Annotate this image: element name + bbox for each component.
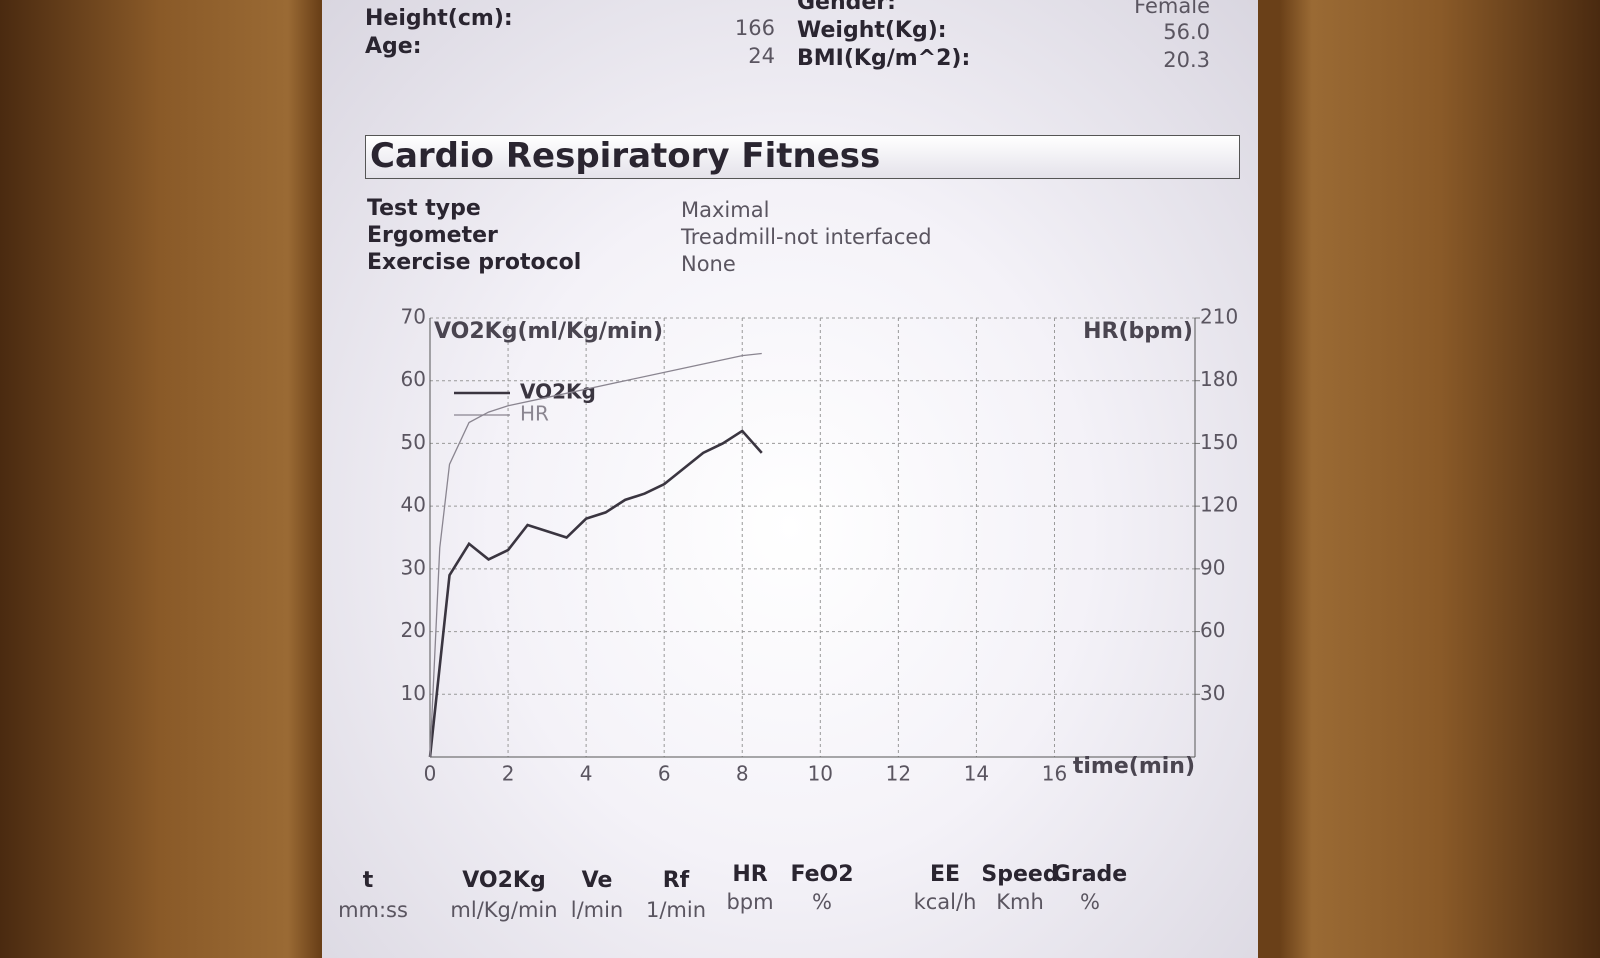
y-tick-label: 40 xyxy=(401,493,426,517)
field-value: 56.0 xyxy=(1163,20,1210,44)
column-name: t xyxy=(362,868,374,893)
y2-tick-label: 150 xyxy=(1200,430,1238,454)
column-name: EE xyxy=(929,862,961,887)
info-label: Ergometer xyxy=(367,223,498,248)
legend-label: VO2Kg xyxy=(520,380,596,404)
info-value: None xyxy=(681,252,736,276)
field-value: 20.3 xyxy=(1163,48,1210,72)
x-tick-label: 10 xyxy=(808,762,833,786)
x-tick-label: 2 xyxy=(502,762,515,786)
x-tick-label: 16 xyxy=(1042,762,1067,786)
y-tick-label: 20 xyxy=(401,618,426,642)
info-label: Exercise protocol xyxy=(367,250,582,275)
column-name: Grade xyxy=(1052,862,1128,887)
y-tick-label: 60 xyxy=(401,367,426,391)
field-label: Gender: xyxy=(797,0,896,15)
x-tick-label: 8 xyxy=(736,762,749,786)
field-value: Female xyxy=(1134,0,1210,18)
column-unit: 1/min xyxy=(645,898,707,922)
y2-tick-label: 30 xyxy=(1200,681,1225,705)
column-unit: % xyxy=(812,890,832,914)
info-value: Maximal xyxy=(681,198,770,222)
y2-tick-label: 60 xyxy=(1200,618,1225,642)
field-label: Age: xyxy=(365,34,422,59)
column-unit: kcal/h xyxy=(913,890,977,914)
x-tick-label: 12 xyxy=(886,762,911,786)
column-name: VO2Kg xyxy=(462,868,546,893)
field-value: 24 xyxy=(748,44,775,68)
column-name: FeO2 xyxy=(790,862,854,887)
field-label: BMI(Kg/m^2): xyxy=(797,46,971,71)
info-label: Test type xyxy=(367,196,481,221)
column-name: HR xyxy=(732,862,768,887)
column-name: Speed xyxy=(981,862,1059,887)
column-name: Ve xyxy=(581,868,613,893)
column-unit: % xyxy=(1080,890,1100,914)
x-tick-label: 14 xyxy=(964,762,989,786)
data-line xyxy=(428,429,763,758)
column-unit: ml/Kg/min xyxy=(450,898,558,922)
y-tick-label: 10 xyxy=(401,681,426,705)
y2-tick-label: 210 xyxy=(1200,305,1238,329)
y-tick-label: 70 xyxy=(401,305,426,329)
y2-tick-label: 120 xyxy=(1200,493,1238,517)
column-name: Rf xyxy=(662,868,690,893)
y2-axis-label: HR(bpm) xyxy=(1083,319,1193,344)
x-axis-label: time(min) xyxy=(1073,754,1195,779)
column-unit: bpm xyxy=(726,890,774,914)
column-unit: Kmh xyxy=(996,890,1044,914)
column-unit: mm:ss xyxy=(338,898,408,922)
x-tick-label: 0 xyxy=(424,762,437,786)
info-value: Treadmill-not interfaced xyxy=(681,225,932,249)
field-label: Weight(Kg): xyxy=(797,18,947,43)
field-label: Height(cm): xyxy=(365,6,513,31)
section-title: Cardio Respiratory Fitness xyxy=(370,136,881,176)
column-unit: l/min xyxy=(570,898,624,922)
legend-label: HR xyxy=(520,402,549,426)
x-tick-label: 6 xyxy=(658,762,671,786)
y2-tick-label: 90 xyxy=(1200,555,1225,579)
field-value: 166 xyxy=(734,16,775,40)
y2-tick-label: 180 xyxy=(1200,367,1238,391)
y-tick-label: 30 xyxy=(401,555,426,579)
y-tick-label: 50 xyxy=(401,430,426,454)
x-tick-label: 4 xyxy=(580,762,593,786)
y-axis-label: VO2Kg(ml/Kg/min) xyxy=(434,319,663,344)
data-line xyxy=(429,352,762,758)
section-title-box: Cardio Respiratory Fitness xyxy=(365,135,1240,179)
